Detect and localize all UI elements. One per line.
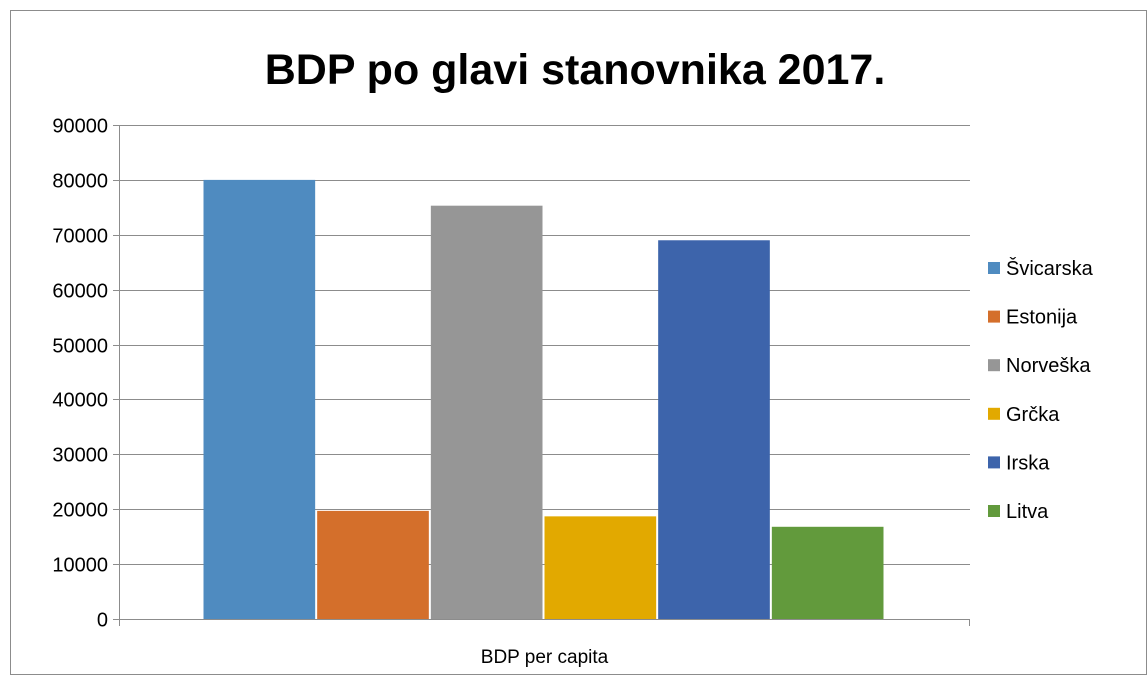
legend-swatch	[988, 359, 1000, 372]
axes: 0 10000 20000 30000 40000 50000 60000 70000 8000…	[52, 116, 970, 668]
y-tick-label: 50000	[52, 336, 108, 358]
legend-label: Litva	[1006, 501, 1049, 523]
legend-swatch	[988, 505, 1000, 517]
chart-title: BDP po glavi stanovnika 2017.	[265, 46, 886, 94]
legend-label: Irska	[1006, 452, 1050, 474]
legend-label: Grčka	[1006, 404, 1060, 426]
bar-estonija	[317, 510, 429, 619]
y-tick-label: 10000	[52, 555, 108, 577]
legend-swatch	[988, 262, 1000, 274]
bar-norveška	[430, 205, 543, 620]
y-tick-label: 70000	[52, 226, 108, 248]
y-tick-label: 40000	[52, 390, 108, 412]
legend-swatch	[988, 310, 1000, 323]
bar-švicarska	[203, 179, 316, 619]
legend-label: Norveška	[1006, 355, 1091, 377]
y-tick-label: 0	[97, 610, 108, 632]
y-tick-label: 30000	[52, 445, 108, 467]
legend-swatch	[988, 456, 1000, 469]
legend-label: Švicarska	[1006, 257, 1094, 280]
y-tick-label: 20000	[52, 500, 108, 522]
x-category-label: BDP per capita	[481, 647, 609, 668]
y-tick-label: 60000	[52, 281, 108, 303]
y-tick-label: 80000	[52, 171, 108, 193]
legend: Švicarska Estonija Norveška Grčka Irska Litva	[988, 257, 1094, 523]
legend-swatch	[988, 407, 1000, 420]
y-tick-label: 90000	[52, 116, 108, 138]
legend-label: Estonija	[1006, 307, 1078, 329]
bar-grčka	[544, 516, 657, 619]
bar-irska	[658, 240, 770, 619]
bars	[203, 179, 884, 620]
bar-litva	[771, 526, 884, 619]
